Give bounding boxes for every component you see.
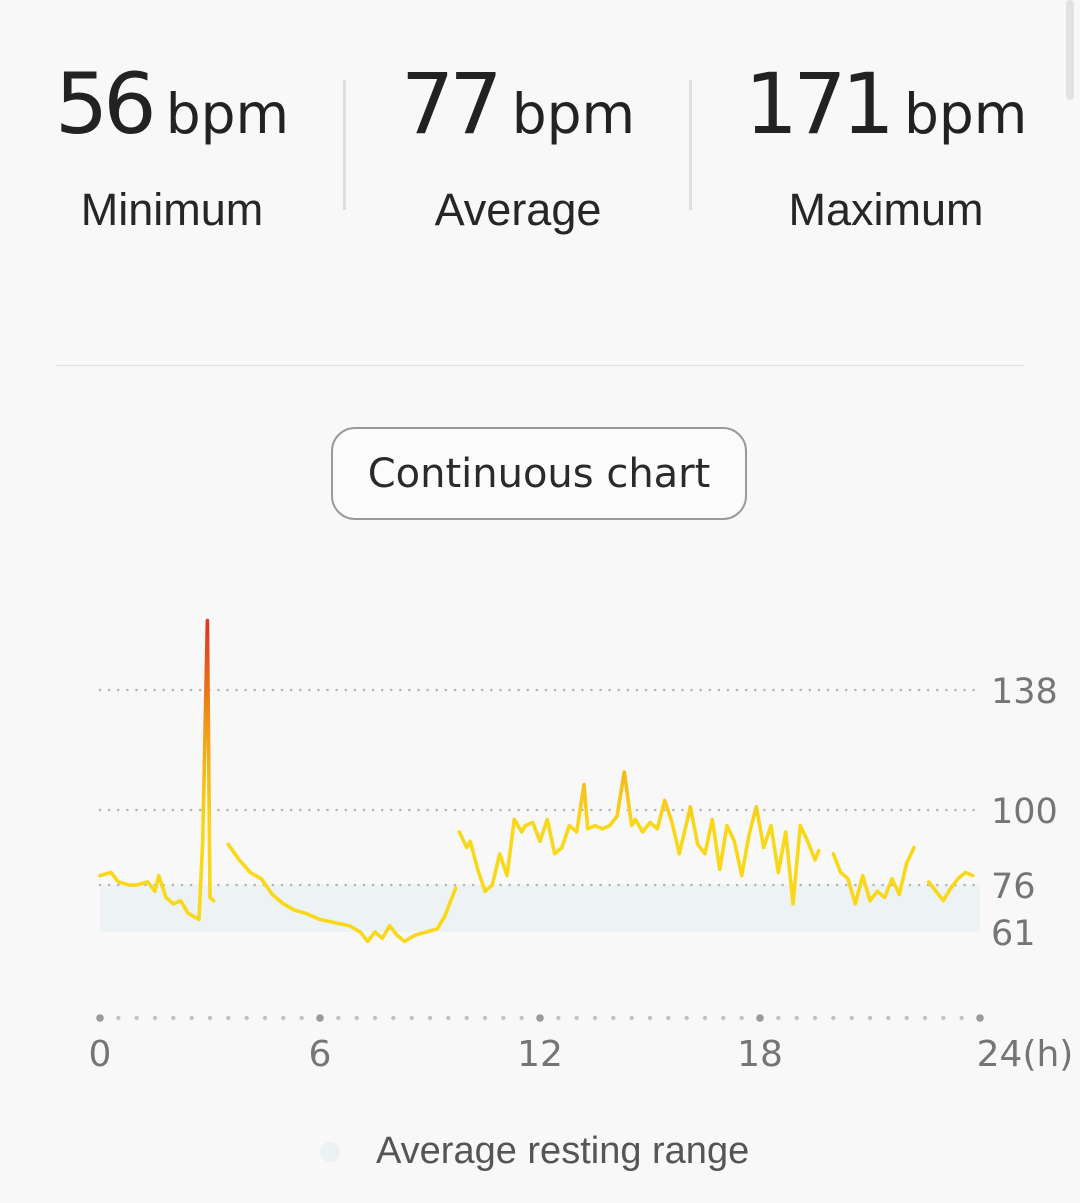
x-axis-minor-tick <box>134 1015 139 1021</box>
x-axis-minor-tick <box>831 1015 836 1021</box>
maximum-number: 171 <box>744 55 895 153</box>
x-axis-minor-tick <box>391 1015 396 1021</box>
x-axis-major-tick <box>316 1014 324 1022</box>
average-number: 77 <box>400 55 503 153</box>
x-axis-minor-tick <box>482 1015 488 1021</box>
x-axis-minor-tick <box>207 1015 213 1021</box>
x-axis-minor-tick <box>574 1015 579 1021</box>
x-axis-minor-tick <box>171 1015 176 1021</box>
x-axis-minor-tick <box>336 1015 341 1021</box>
x-axis-minor-tick <box>959 1015 964 1021</box>
x-axis-major-tick <box>756 1014 764 1022</box>
continuous-chart-button[interactable]: Continuous chart <box>331 427 747 520</box>
y-tick-label: 61 <box>991 914 1036 954</box>
heart-rate-line-segment <box>457 770 821 906</box>
x-axis-major-tick <box>96 1014 104 1022</box>
x-axis-minor-tick <box>611 1015 616 1021</box>
x-axis-minor-tick <box>446 1015 451 1021</box>
y-tick-label: 100 <box>991 792 1058 832</box>
heart-rate-line-segment <box>226 842 458 944</box>
x-axis-minor-tick <box>372 1015 378 1021</box>
x-axis-minor-tick <box>464 1015 469 1021</box>
maximum-stat: 171 bpm Maximum <box>736 62 1036 236</box>
heart-rate-summary: 56 bpm Minimum 77 bpm Average 171 bpm Maxim… <box>0 62 1080 252</box>
x-axis-minor-tick <box>647 1015 653 1021</box>
maximum-label: Maximum <box>788 184 984 235</box>
average-label: Average <box>434 184 602 235</box>
minimum-value: 56 bpm <box>22 62 322 146</box>
x-axis-minor-tick <box>189 1015 194 1021</box>
average-value: 77 bpm <box>368 62 668 146</box>
x-axis-minor-tick <box>739 1015 744 1021</box>
x-axis-minor-tick <box>501 1015 506 1021</box>
x-axis-minor-tick <box>922 1015 928 1021</box>
maximum-unit: bpm <box>903 82 1028 146</box>
heart-rate-line-segment <box>98 618 216 922</box>
resting-range-legend-label: Average resting range <box>376 1130 750 1172</box>
legend: Average resting range <box>320 1130 749 1173</box>
x-axis-minor-tick <box>354 1015 359 1021</box>
x-axis-minor-tick <box>794 1015 799 1021</box>
section-divider <box>55 365 1025 366</box>
x-axis-minor-tick <box>152 1015 158 1021</box>
y-tick-label: 138 <box>991 672 1058 712</box>
x-axis-minor-tick <box>867 1015 873 1021</box>
x-tick-label: 24(h) <box>977 1034 1074 1075</box>
x-axis-minor-tick <box>519 1015 524 1021</box>
x-axis-minor-tick <box>299 1015 304 1021</box>
x-axis-minor-tick <box>592 1015 598 1021</box>
x-tick-label: 12 <box>517 1034 563 1075</box>
minimum-stat: 56 bpm Minimum <box>22 62 322 236</box>
scrollbar[interactable] <box>1066 0 1074 100</box>
x-axis-minor-tick <box>776 1015 781 1021</box>
x-axis-minor-tick <box>409 1015 414 1021</box>
x-axis-minor-tick <box>556 1015 561 1021</box>
stat-divider <box>689 80 692 210</box>
x-axis-minor-tick <box>427 1015 433 1021</box>
x-axis-minor-tick <box>721 1015 726 1021</box>
minimum-unit: bpm <box>165 82 290 146</box>
average-unit: bpm <box>511 82 636 146</box>
x-tick-label: 6 <box>309 1034 332 1075</box>
x-axis-major-tick <box>976 1014 984 1022</box>
stat-divider <box>343 80 346 210</box>
x-axis-minor-tick <box>116 1015 121 1021</box>
x-axis-minor-tick <box>226 1015 231 1021</box>
minimum-label: Minimum <box>80 184 264 235</box>
x-axis-minor-tick <box>281 1015 286 1021</box>
x-axis-minor-tick <box>812 1015 818 1021</box>
x-axis-minor-tick <box>886 1015 891 1021</box>
resting-range-swatch <box>320 1141 340 1162</box>
continuous-chart-label: Continuous chart <box>367 450 711 497</box>
x-tick-label: 18 <box>737 1034 783 1075</box>
x-axis-minor-tick <box>849 1015 854 1021</box>
average-stat: 77 bpm Average <box>368 62 668 236</box>
maximum-value: 171 bpm <box>736 62 1036 146</box>
x-axis-minor-tick <box>684 1015 689 1021</box>
x-axis-minor-tick <box>941 1015 946 1021</box>
heart-rate-chart: 61 76 100 138 0 6 12 18 24(h) <box>89 618 1074 1075</box>
x-axis-minor-tick <box>629 1015 634 1021</box>
heart-rate-line-segment <box>831 845 916 906</box>
x-axis-minor-tick <box>262 1015 268 1021</box>
x-axis-minor-tick <box>702 1015 708 1021</box>
y-tick-label: 76 <box>991 867 1036 907</box>
x-axis-major-tick <box>536 1014 544 1022</box>
resting-range-band <box>100 885 980 932</box>
heart-rate-line-segment <box>926 870 975 903</box>
x-axis-minor-tick <box>666 1015 671 1021</box>
x-tick-label: 0 <box>89 1034 112 1075</box>
minimum-number: 56 <box>54 55 157 153</box>
x-axis-minor-tick <box>244 1015 249 1021</box>
x-axis-minor-tick <box>904 1015 909 1021</box>
